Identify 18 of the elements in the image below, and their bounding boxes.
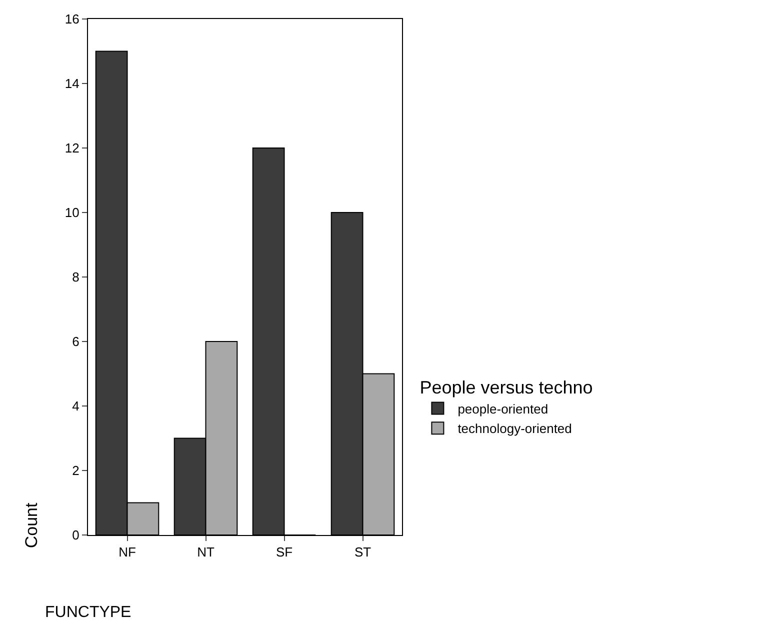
x-tick-label: NF (118, 544, 136, 560)
x-tick-label: SF (276, 544, 293, 560)
y-tick-label: 4 (72, 398, 80, 414)
y-tick-label: 10 (64, 205, 80, 220)
y-tick-label: 14 (64, 76, 80, 92)
y-tick-label: 12 (64, 140, 80, 156)
y-tick-label: 0 (72, 528, 80, 543)
y-tick-label: 8 (72, 270, 80, 285)
legend-label: technology-oriented (458, 421, 572, 436)
y-tick-label: 16 (64, 12, 80, 27)
legend-title: People versus techno (420, 377, 593, 398)
y-tick-label: 6 (72, 334, 80, 350)
x-tick-label: ST (354, 544, 372, 560)
y-axis-title: Count (22, 502, 41, 548)
y-tick-label: 2 (72, 463, 80, 478)
legend-label: people-oriented (458, 401, 548, 416)
x-tick-label: NT (197, 544, 214, 560)
x-axis-title: FUNCTYPE (45, 604, 132, 621)
